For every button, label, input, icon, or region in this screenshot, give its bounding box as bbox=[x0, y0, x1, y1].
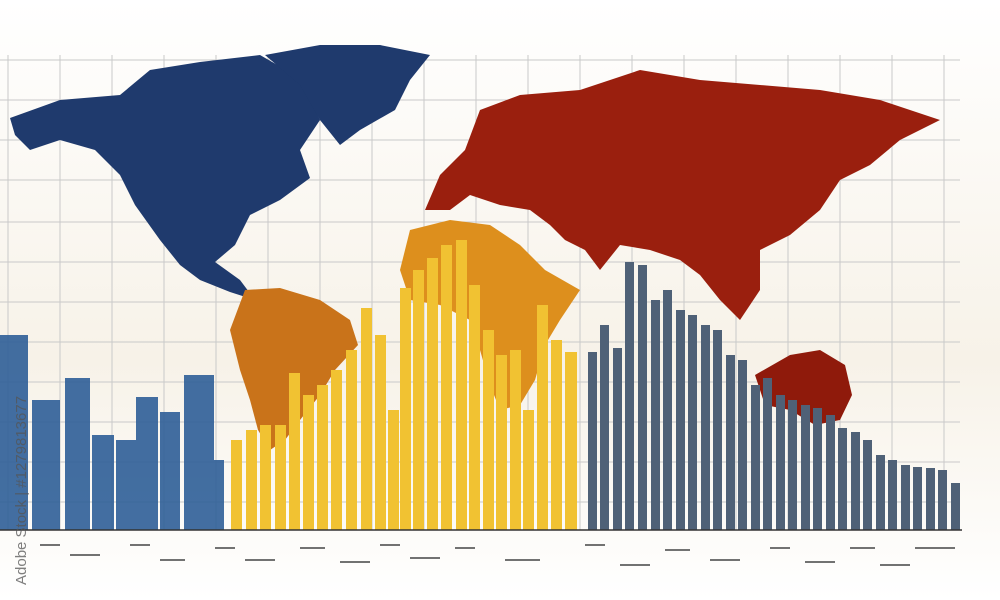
blue-bars bbox=[0, 335, 224, 530]
south-america bbox=[230, 288, 358, 450]
illegible-labels bbox=[40, 544, 955, 566]
gray-bars bbox=[588, 262, 960, 530]
yellow-bars bbox=[231, 240, 577, 530]
greenland bbox=[265, 45, 430, 145]
eurasia bbox=[425, 70, 940, 320]
watermark: Adobe Stock | #1279813677 bbox=[13, 396, 30, 585]
north-america bbox=[10, 55, 320, 300]
